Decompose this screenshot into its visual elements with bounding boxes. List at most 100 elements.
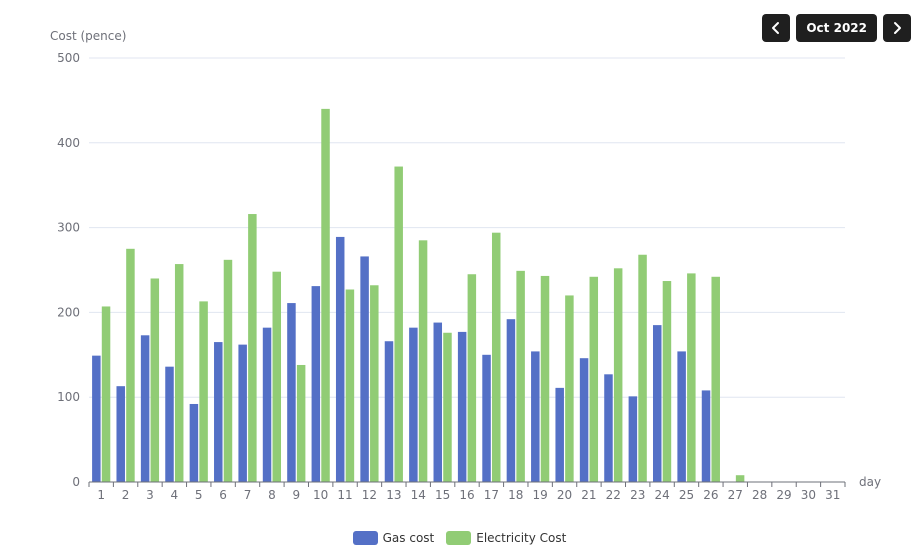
gas-cost-bar — [140, 335, 150, 482]
electricity-cost-bar — [150, 278, 160, 482]
gas-legend-swatch — [352, 531, 378, 545]
electricity-cost-bar — [443, 332, 452, 482]
electricity-cost-bar — [662, 281, 672, 482]
x-tick-label: 18 — [508, 488, 523, 502]
gas-cost-bar — [360, 256, 369, 482]
electricity-cost-bar — [687, 273, 696, 482]
electricity-cost-bar — [345, 289, 355, 482]
x-tick-label: 17 — [484, 488, 499, 502]
x-tick-label: 20 — [557, 488, 572, 502]
next-month-button[interactable] — [883, 14, 911, 42]
gas-cost-bar — [531, 351, 540, 482]
gas-cost-bar — [262, 327, 272, 482]
electricity-cost-bar — [296, 364, 306, 482]
x-tick-label: 15 — [435, 488, 450, 502]
x-tick-label: 3 — [146, 488, 154, 502]
gas-cost-bar — [287, 303, 296, 482]
gas-cost-bar — [628, 396, 638, 482]
y-tick-label: 100 — [57, 390, 80, 404]
electricity-cost-bar — [638, 254, 647, 482]
electricity-cost-bar — [272, 271, 282, 482]
current-month-label: Oct 2022 — [796, 14, 877, 42]
electricity-cost-bar — [540, 275, 550, 482]
x-tick-label: 22 — [606, 488, 621, 502]
electricity-cost-bar — [516, 270, 525, 482]
electricity-cost-bar — [613, 268, 623, 482]
x-tick-label: 11 — [337, 488, 352, 502]
electricity-cost-bar — [711, 276, 720, 482]
x-tick-label: 10 — [313, 488, 328, 502]
electricity-cost-bar — [467, 274, 477, 482]
electricity-cost-bar — [589, 276, 599, 482]
legend-item-electricity[interactable]: Electricity Cost — [446, 531, 566, 545]
electricity-cost-bar — [174, 264, 184, 482]
x-tick-label: 12 — [362, 488, 377, 502]
gas-cost-bar — [433, 322, 443, 482]
gas-cost-bar — [214, 342, 223, 482]
electricity-legend-swatch — [446, 531, 472, 545]
chevron-left-icon — [772, 22, 780, 34]
x-tick-label: 28 — [752, 488, 767, 502]
previous-month-button[interactable] — [762, 14, 791, 42]
y-tick-label: 400 — [57, 136, 80, 150]
gas-cost-bar — [384, 341, 394, 482]
gas-cost-bar — [116, 386, 125, 482]
electricity-cost-bar — [394, 166, 403, 482]
electricity-cost-bar — [199, 301, 208, 482]
gas-cost-bar — [555, 387, 564, 482]
x-tick-label: 27 — [728, 488, 743, 502]
electricity-cost-bar — [735, 475, 745, 482]
gas-cost-bar — [701, 390, 711, 482]
x-tick-label: 26 — [703, 488, 718, 502]
x-tick-label: 13 — [386, 488, 401, 502]
x-tick-label: 23 — [630, 488, 645, 502]
electricity-cost-bar — [223, 259, 233, 482]
electricity-cost-bar — [248, 214, 257, 483]
x-axis-title: day — [859, 475, 881, 489]
legend-item-gas[interactable]: Gas cost — [352, 531, 435, 545]
electricity-cost-bar — [491, 232, 501, 482]
y-tick-label: 200 — [57, 305, 80, 319]
gas-cost-bar — [506, 319, 516, 482]
x-tick-label: 16 — [459, 488, 474, 502]
gas-cost-bar — [311, 286, 321, 482]
electricity-cost-bar — [370, 285, 379, 482]
x-tick-label: 30 — [801, 488, 816, 502]
gas-cost-bar — [604, 374, 613, 482]
gas-cost-bar — [189, 403, 199, 482]
y-axis-title: Cost (pence) — [50, 29, 126, 43]
electricity-legend-label: Electricity Cost — [476, 531, 567, 545]
x-tick-label: 21 — [581, 488, 596, 502]
x-tick-label: 4 — [171, 488, 179, 502]
x-tick-label: 5 — [195, 488, 203, 502]
gas-cost-bar — [677, 351, 686, 482]
x-tick-label: 29 — [776, 488, 791, 502]
x-tick-label: 6 — [219, 488, 227, 502]
x-tick-label: 1 — [97, 488, 105, 502]
gas-cost-bar — [457, 331, 467, 482]
x-tick-label: 25 — [679, 488, 694, 502]
electricity-cost-bar — [101, 306, 111, 482]
gas-cost-bar — [238, 344, 247, 482]
gas-cost-bar — [579, 358, 589, 482]
x-tick-label: 8 — [268, 488, 276, 502]
x-tick-label: 14 — [411, 488, 426, 502]
y-tick-label: 0 — [72, 475, 80, 489]
y-tick-label: 500 — [57, 51, 80, 65]
gas-cost-bar — [652, 325, 662, 482]
x-tick-label: 2 — [122, 488, 130, 502]
gas-cost-bar — [165, 366, 174, 482]
chart-legend: Gas cost Electricity Cost — [0, 531, 919, 545]
gas-cost-bar — [335, 236, 345, 482]
gas-cost-bar — [409, 327, 418, 482]
x-tick-label: 19 — [533, 488, 548, 502]
electricity-cost-bar — [321, 108, 330, 482]
x-tick-label: 7 — [244, 488, 252, 502]
chevron-right-icon — [894, 22, 901, 34]
gas-cost-bar — [92, 355, 101, 482]
x-tick-label: 24 — [654, 488, 669, 502]
gas-legend-label: Gas cost — [382, 531, 435, 545]
electricity-cost-bar — [565, 295, 574, 482]
month-navigation: Oct 2022 — [762, 14, 911, 42]
